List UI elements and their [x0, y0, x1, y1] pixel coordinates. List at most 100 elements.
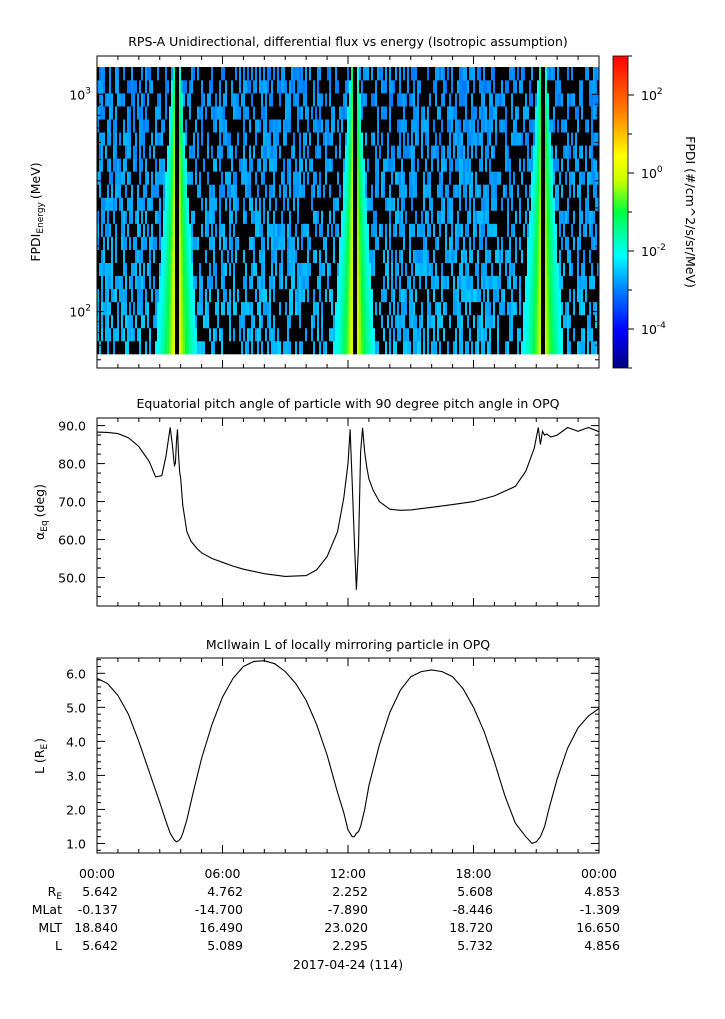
spectrogram-cell — [205, 80, 208, 94]
spectrogram-cell — [137, 80, 140, 94]
spectrogram-cell — [491, 80, 494, 94]
spectrogram-cell — [497, 158, 500, 172]
spectrogram-cell — [175, 93, 178, 107]
spectrogram-cell — [171, 67, 174, 81]
spectrogram-cell — [151, 106, 154, 120]
spectrogram-cell — [241, 197, 244, 211]
spectrogram-cell — [375, 288, 378, 303]
spectrogram-cell — [489, 223, 492, 237]
spectrogram-cell — [449, 223, 452, 237]
spectrogram-cell — [469, 119, 472, 133]
spectrogram-cell — [205, 236, 208, 250]
spectrogram-cell — [359, 106, 362, 120]
spectrogram-cell — [481, 67, 484, 81]
spectrogram-cell — [333, 145, 336, 159]
spectrogram-cell — [385, 327, 388, 342]
spectrogram-cell — [231, 67, 234, 81]
spectrogram-cell — [505, 119, 508, 133]
spectrogram-cell — [443, 119, 446, 133]
spectrogram-cell — [299, 262, 302, 277]
spectrogram-cell — [529, 171, 532, 185]
spectrogram-cell — [227, 210, 230, 224]
spectrogram-cell — [169, 314, 172, 329]
spectrogram-cell — [301, 184, 304, 198]
spectrogram-cell — [459, 314, 462, 329]
spectrogram-cell — [243, 132, 246, 146]
spectrogram-cell — [107, 327, 110, 342]
spectrogram-cell — [411, 327, 414, 342]
spectrogram-cell — [179, 275, 182, 290]
spectrogram-cell — [301, 275, 304, 290]
spectrogram-cell — [349, 171, 352, 185]
spectrogram-cell — [225, 132, 228, 146]
spectrogram-cell — [521, 288, 524, 303]
spectrogram-cell — [251, 158, 254, 172]
spectrogram-cell — [267, 132, 270, 146]
spectrogram-cell — [185, 67, 188, 81]
spectrogram-cell — [207, 236, 210, 250]
spectrogram-cell — [269, 301, 272, 316]
spectrogram-cell — [215, 132, 218, 146]
spectrogram-cell — [191, 223, 194, 237]
spectrogram-cell — [383, 327, 386, 342]
spectrogram-cell — [523, 236, 526, 250]
spectrogram-cell — [483, 67, 486, 81]
spectrogram-cell — [289, 288, 292, 303]
spectrogram-cell — [195, 132, 198, 146]
spectrogram-cell — [431, 119, 434, 133]
spectrogram-cell — [337, 106, 340, 120]
spectrogram-cell — [253, 301, 256, 316]
spectrogram-cell — [543, 132, 546, 146]
spectrogram-cell — [297, 314, 300, 329]
spectrogram-cell — [543, 236, 546, 250]
spectrogram-cell — [385, 171, 388, 185]
spectrogram-cell — [247, 288, 250, 303]
spectrogram-cell — [431, 132, 434, 146]
spectrogram-cell — [423, 158, 426, 172]
spectrogram-cell — [499, 106, 502, 120]
spectrogram-cell — [131, 275, 134, 290]
spectrogram-cell — [219, 288, 222, 303]
spectrogram-cell — [537, 249, 540, 263]
spectrogram-cell — [273, 93, 276, 107]
spectrogram-cell — [291, 67, 294, 81]
spectrogram-cell — [183, 236, 186, 250]
spectrogram-cell — [321, 171, 324, 185]
spectrogram-cell — [507, 249, 510, 263]
spectrogram-cell — [115, 249, 118, 263]
spectrogram-cell — [237, 223, 240, 237]
spectrogram-cell — [349, 249, 352, 263]
spectrogram-cell — [123, 67, 126, 81]
spectrogram-cell — [517, 210, 520, 224]
spectrogram-cell — [517, 184, 520, 198]
spectrogram-cell — [177, 132, 180, 146]
spectrogram-cell — [421, 184, 424, 198]
spectrogram-cell — [337, 301, 340, 316]
spectrogram-cell — [313, 171, 316, 185]
spectrogram-cell — [291, 314, 294, 329]
spectrogram-cell — [315, 301, 318, 316]
spectrogram-cell — [319, 327, 322, 342]
spectrogram-cell — [255, 197, 258, 211]
spectrogram-cell — [249, 249, 252, 263]
spectrogram-cell — [513, 80, 516, 94]
spectrogram-cell — [423, 288, 426, 303]
spectrogram-cell — [197, 145, 200, 159]
spectrogram-cell — [379, 249, 382, 263]
spectrogram-cell — [211, 236, 214, 250]
spectrogram-cell — [283, 340, 286, 355]
spectrogram-cell — [455, 288, 458, 303]
spectrogram-cell — [185, 184, 188, 198]
spectrogram-cell — [369, 262, 372, 277]
spectrogram-cell — [437, 67, 440, 81]
spectrogram-cell — [445, 132, 448, 146]
spectrogram-cell — [303, 223, 306, 237]
spectrogram-cell — [139, 106, 142, 120]
spectrogram-cell — [339, 158, 342, 172]
spectrogram-cell — [447, 223, 450, 237]
spectrogram-cell — [171, 288, 174, 303]
spectrogram-cell — [183, 314, 186, 329]
spectrogram-cell — [305, 314, 308, 329]
spectrogram-cell — [391, 158, 394, 172]
spectrogram-cell — [333, 106, 336, 120]
